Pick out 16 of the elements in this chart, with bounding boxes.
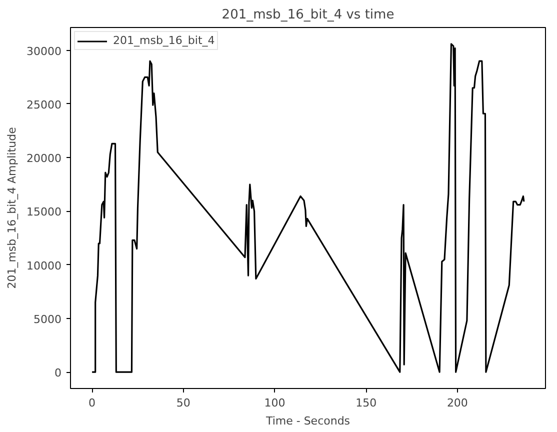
chart-title: 201_msb_16_bit_4 vs time: [222, 8, 394, 22]
x-tick-label: 50: [176, 396, 190, 410]
y-tick-label: 0: [54, 366, 62, 380]
x-tick-label: 200: [446, 396, 468, 410]
x-tick-label: 150: [356, 396, 377, 410]
y-tick-label: 20000: [26, 152, 62, 166]
legend-label: 201_msb_16_bit_4: [113, 34, 215, 47]
y-tick-label: 30000: [26, 44, 62, 58]
y-axis-title: 201_msb_16_bit_4 Amplitude: [6, 126, 19, 289]
y-tick-label: 5000: [34, 312, 62, 326]
x-tick-label: 0: [88, 396, 96, 410]
x-axis-title: Time - Seconds: [264, 414, 350, 428]
y-tick-label: 10000: [26, 259, 62, 272]
x-tick-label: 100: [264, 396, 286, 410]
y-tick-label: 15000: [26, 206, 62, 219]
y-tick-label: 25000: [26, 98, 62, 112]
